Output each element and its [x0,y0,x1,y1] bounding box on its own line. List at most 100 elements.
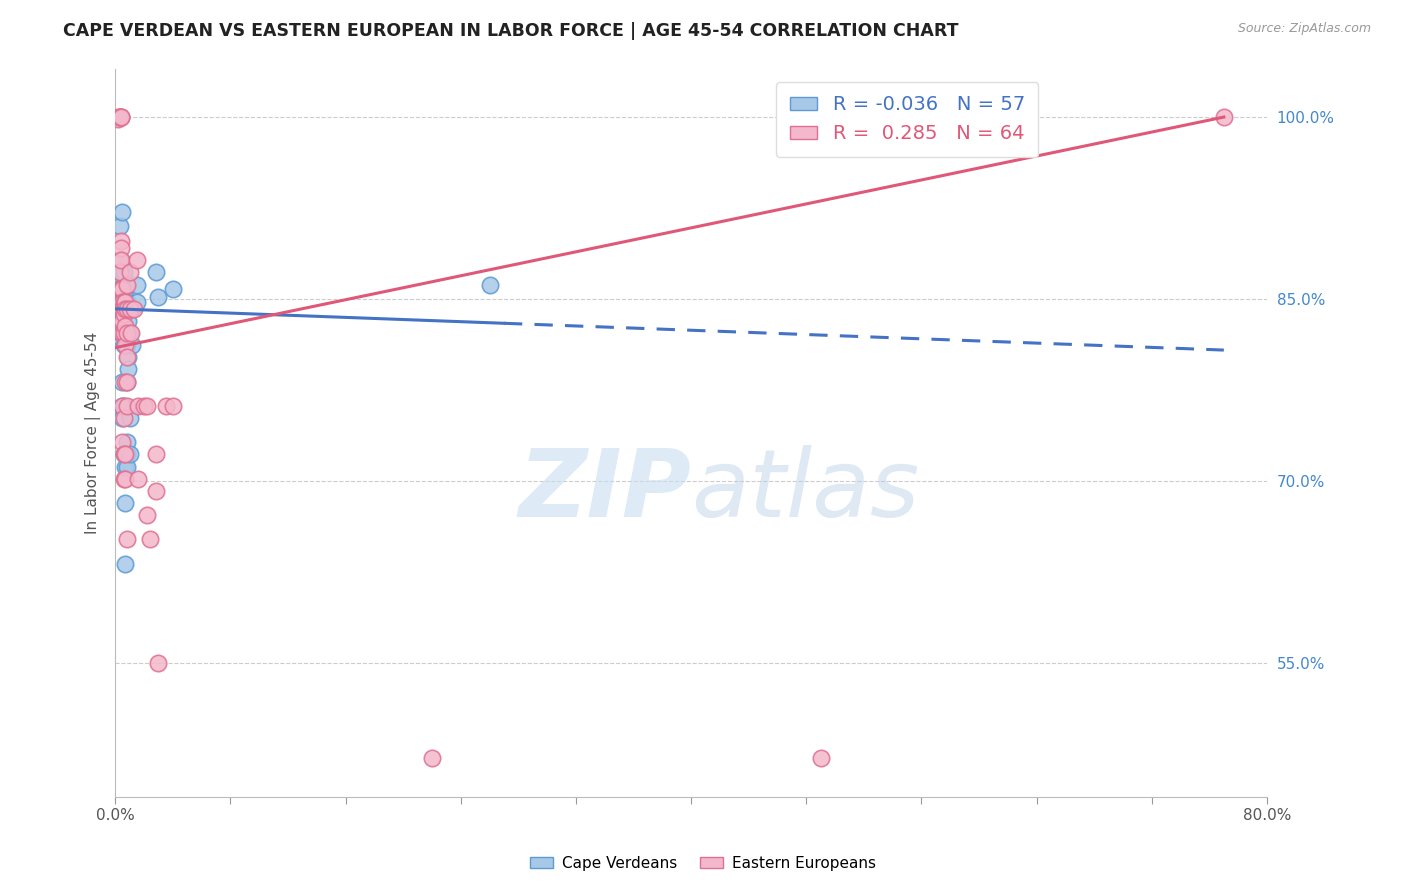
Point [125,294,148,309]
Point [112,301,135,316]
Point [478,277,501,292]
Point [114,447,136,461]
Point [110,326,132,340]
Point [111,294,134,309]
Point [135,508,157,522]
Point [112,447,135,461]
Point [145,483,167,498]
Point [1212,110,1234,124]
Point [111,290,134,304]
Point [111,314,134,328]
Point [114,326,136,340]
Point [121,338,143,352]
Point [145,265,167,279]
Point [115,301,138,316]
Point [114,496,136,510]
Point [118,447,141,461]
Point [148,290,170,304]
Point [117,351,139,365]
Point [110,318,132,333]
Point [110,282,132,296]
Point [110,265,132,279]
Point [114,290,136,304]
Point [118,301,141,316]
Point [112,265,135,279]
Point [115,301,138,316]
Point [108,110,131,124]
Point [114,294,136,309]
Point [810,751,832,765]
Point [110,282,132,296]
Point [112,472,135,486]
Point [111,301,134,316]
Point [155,399,177,413]
Point [112,307,135,321]
Point [118,301,141,316]
Point [122,301,145,316]
Point [112,411,135,425]
Point [108,253,131,268]
Point [111,326,134,340]
Point [110,110,132,124]
Point [108,253,131,268]
Point [110,314,132,328]
Point [145,447,167,461]
Point [125,277,148,292]
Point [148,656,170,670]
Text: Source: ZipAtlas.com: Source: ZipAtlas.com [1237,22,1371,36]
Point [110,301,132,316]
Point [114,338,136,352]
Point [111,375,134,389]
Point [112,338,135,352]
Point [162,282,184,296]
Point [114,301,136,316]
Point [135,399,157,413]
Point [115,326,138,340]
Point [117,314,139,328]
Point [115,351,138,365]
Legend: Cape Verdeans, Eastern Europeans: Cape Verdeans, Eastern Europeans [523,850,883,877]
Point [125,253,148,268]
Point [115,399,138,413]
Point [120,326,142,340]
Point [115,375,138,389]
Point [114,557,136,571]
Text: CAPE VERDEAN VS EASTERN EUROPEAN IN LABOR FORCE | AGE 45-54 CORRELATION CHART: CAPE VERDEAN VS EASTERN EUROPEAN IN LABO… [63,22,959,40]
Point [111,399,134,413]
Point [112,399,135,413]
Point [114,301,136,316]
Point [114,318,136,333]
Point [114,375,136,389]
Point [115,338,138,352]
Point [118,326,141,340]
Point [110,241,132,255]
Y-axis label: In Labor Force | Age 45-54: In Labor Force | Age 45-54 [86,332,101,533]
Point [112,326,135,340]
Point [139,533,162,547]
Point [111,435,134,450]
Point [162,399,184,413]
Point [115,277,138,292]
Text: atlas: atlas [692,445,920,536]
Point [117,362,139,376]
Point [127,399,149,413]
Legend: R = -0.036   N = 57, R =  0.285   N = 64: R = -0.036 N = 57, R = 0.285 N = 64 [776,82,1039,157]
Point [115,435,138,450]
Point [111,204,134,219]
Point [115,375,138,389]
Point [111,411,134,425]
Point [111,314,134,328]
Point [111,294,134,309]
Point [110,110,132,124]
Point [114,472,136,486]
Point [112,447,135,461]
Point [115,459,138,474]
Point [127,472,149,486]
Point [111,282,134,296]
Point [118,265,141,279]
Point [115,294,138,309]
Point [121,301,143,316]
Point [108,219,131,234]
Point [420,751,443,765]
Point [111,399,134,413]
